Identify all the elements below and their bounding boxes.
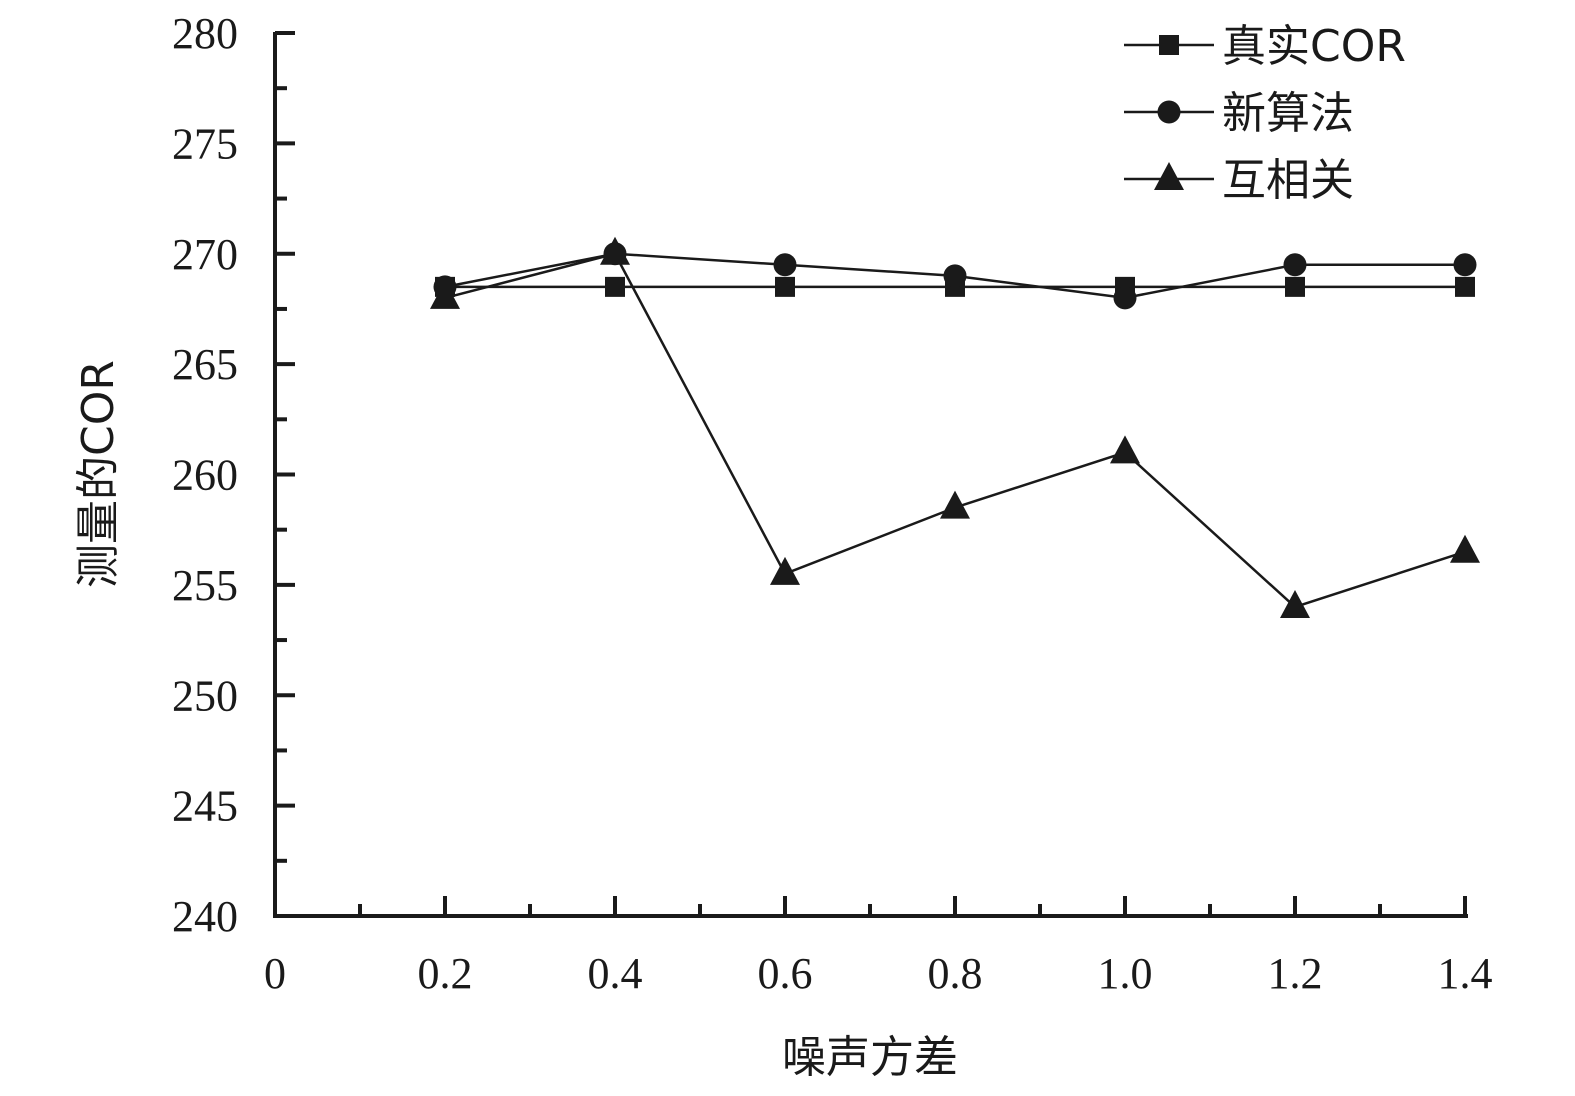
x-axis-title: 噪声方差 bbox=[782, 1032, 958, 1083]
series-line-cross-correlation bbox=[444, 252, 1466, 609]
legend-marker bbox=[1157, 100, 1181, 124]
data-point-new-algorithm bbox=[1113, 286, 1137, 310]
legend-label: 互相关 bbox=[1222, 155, 1354, 206]
y-tick-label: 240 bbox=[172, 892, 238, 941]
y-tick-label: 275 bbox=[172, 119, 238, 168]
legend-item-true-cor: 真实COR bbox=[1124, 21, 1406, 72]
data-point-true-cor bbox=[1285, 276, 1305, 297]
legend-item-new-algorithm: 新算法 bbox=[1124, 88, 1354, 139]
data-point-true-cor bbox=[605, 276, 625, 297]
y-tick-label: 265 bbox=[172, 340, 238, 389]
series-cross-correlation bbox=[430, 236, 1480, 618]
x-tick-label: 0.6 bbox=[758, 949, 813, 998]
data-point-new-algorithm bbox=[1283, 253, 1307, 277]
x-ticks: 0 0.2 0.4 0.6 0.8 1.0 1.2 1.4 bbox=[264, 896, 1493, 998]
data-point-cross-correlation bbox=[1450, 534, 1480, 563]
x-tick-label: 1.4 bbox=[1438, 949, 1493, 998]
data-point-cross-correlation bbox=[1280, 589, 1310, 618]
x-tick-label: 1.2 bbox=[1268, 949, 1323, 998]
legend-label: 新算法 bbox=[1222, 88, 1354, 139]
data-point-new-algorithm bbox=[773, 253, 797, 277]
legend-marker bbox=[1159, 35, 1179, 55]
legend-item-cross-correlation: 互相关 bbox=[1124, 155, 1354, 206]
y-tick-label: 255 bbox=[172, 561, 238, 610]
y-tick-label: 250 bbox=[172, 671, 238, 720]
data-point-new-algorithm bbox=[1453, 253, 1477, 277]
data-point-cross-correlation bbox=[430, 280, 460, 309]
legend-label: 真实COR bbox=[1222, 21, 1406, 72]
y-tick-label: 280 bbox=[172, 9, 238, 58]
y-ticks: 240 245 250 255 260 265 270 275 280 bbox=[172, 9, 295, 941]
data-point-new-algorithm bbox=[943, 264, 967, 288]
series-new-algorithm bbox=[433, 242, 1477, 310]
y-tick-label: 245 bbox=[172, 782, 238, 831]
series-layer bbox=[430, 236, 1480, 618]
y-tick-label: 260 bbox=[172, 451, 238, 500]
x-tick-label: 0.8 bbox=[928, 949, 983, 998]
x-tick-label: 1.0 bbox=[1098, 949, 1153, 998]
legend-marker bbox=[1154, 162, 1184, 190]
y-tick-label: 270 bbox=[172, 230, 238, 279]
data-point-cross-correlation bbox=[1110, 435, 1140, 464]
data-point-cross-correlation bbox=[940, 490, 970, 519]
y-axis-title: 测量的COR bbox=[73, 360, 124, 588]
x-tick-label: 0.2 bbox=[418, 949, 473, 998]
x-tick-label: 0.4 bbox=[588, 949, 643, 998]
data-point-true-cor bbox=[775, 276, 795, 297]
x-tick-label: 0 bbox=[264, 949, 286, 998]
data-point-cross-correlation bbox=[600, 236, 630, 265]
data-point-cross-correlation bbox=[770, 556, 800, 585]
data-point-true-cor bbox=[1455, 276, 1475, 297]
